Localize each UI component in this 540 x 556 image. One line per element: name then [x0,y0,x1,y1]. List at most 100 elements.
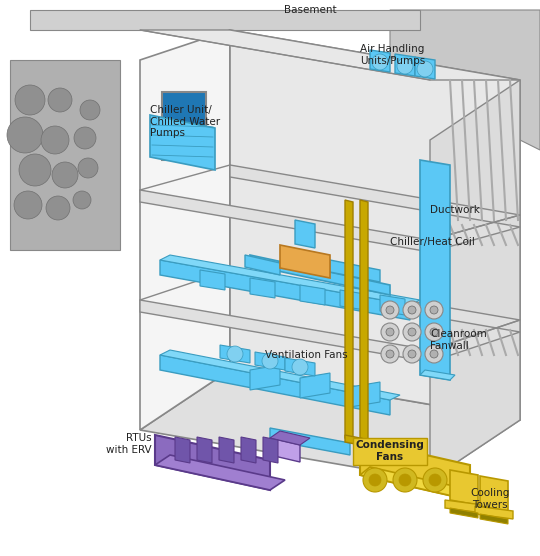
Circle shape [408,350,416,358]
Polygon shape [350,382,380,407]
Polygon shape [280,245,330,278]
Circle shape [403,301,421,319]
Bar [162,92,206,160]
Circle shape [425,345,443,363]
Bar [187,100,201,152]
Bar [169,100,183,152]
Polygon shape [150,115,215,170]
Polygon shape [160,355,390,415]
Polygon shape [450,508,478,518]
Text: Cooling
Towers: Cooling Towers [470,488,510,510]
Circle shape [46,196,70,220]
Polygon shape [300,373,330,398]
Circle shape [423,468,447,492]
Circle shape [397,58,413,74]
Text: Air Handling
Units/Pumps: Air Handling Units/Pumps [360,44,426,66]
Polygon shape [480,476,508,511]
Circle shape [7,117,43,153]
Polygon shape [345,435,370,447]
Polygon shape [345,200,353,440]
Polygon shape [450,470,478,505]
Circle shape [74,127,96,149]
Circle shape [52,162,78,188]
Polygon shape [340,290,365,310]
Polygon shape [230,30,520,420]
Polygon shape [155,455,285,490]
Polygon shape [140,30,230,430]
Polygon shape [480,514,508,524]
Circle shape [363,468,387,492]
Polygon shape [415,57,435,79]
Circle shape [430,328,438,336]
Text: Cleanroom
Fanwall: Cleanroom Fanwall [430,329,487,351]
Polygon shape [295,220,315,248]
Circle shape [41,126,69,154]
Polygon shape [270,431,310,445]
Polygon shape [370,50,390,72]
Circle shape [403,323,421,341]
Circle shape [425,323,443,341]
Polygon shape [200,270,225,290]
Circle shape [48,88,72,112]
Circle shape [386,350,394,358]
Circle shape [262,353,278,369]
Circle shape [14,191,42,219]
Circle shape [73,191,91,209]
Circle shape [381,323,399,341]
Polygon shape [445,500,483,513]
Polygon shape [360,440,470,500]
Polygon shape [420,370,455,380]
Circle shape [15,85,45,115]
Polygon shape [160,255,420,305]
Polygon shape [395,54,415,76]
Circle shape [430,350,438,358]
Text: Basement: Basement [284,5,336,15]
Polygon shape [140,370,520,480]
Polygon shape [155,435,270,490]
Circle shape [408,306,416,314]
Circle shape [372,54,388,70]
Polygon shape [220,345,250,363]
Text: Ventilation Fans: Ventilation Fans [265,350,348,360]
Polygon shape [140,165,520,252]
Polygon shape [330,260,380,282]
Polygon shape [160,350,400,400]
Polygon shape [430,80,520,480]
Circle shape [417,61,433,77]
Polygon shape [250,255,390,295]
Text: RTUs
with ERV: RTUs with ERV [106,433,152,455]
Circle shape [78,158,98,178]
Polygon shape [255,352,285,370]
Circle shape [430,306,438,314]
Circle shape [386,306,394,314]
Circle shape [292,359,308,375]
Text: Ductwork: Ductwork [430,205,480,215]
Polygon shape [360,200,368,440]
Polygon shape [160,260,410,320]
Circle shape [80,100,100,120]
Circle shape [386,328,394,336]
Polygon shape [219,437,234,463]
Polygon shape [285,358,315,376]
Polygon shape [360,467,480,500]
Circle shape [408,328,416,336]
Circle shape [227,346,243,362]
Circle shape [403,345,421,363]
Polygon shape [175,437,190,463]
Polygon shape [380,295,405,315]
Text: Chiller/Heat Coil: Chiller/Heat Coil [390,237,475,247]
Circle shape [381,301,399,319]
Circle shape [393,468,417,492]
Polygon shape [270,428,350,455]
Polygon shape [475,506,513,519]
Polygon shape [245,255,280,275]
Polygon shape [140,270,520,362]
Polygon shape [30,10,420,30]
Polygon shape [10,60,120,250]
Circle shape [429,474,441,486]
Polygon shape [250,278,275,298]
Polygon shape [241,437,256,463]
Polygon shape [250,365,280,390]
Polygon shape [420,160,450,380]
Circle shape [399,474,411,486]
